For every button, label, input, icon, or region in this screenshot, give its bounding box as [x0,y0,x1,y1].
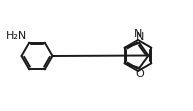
Text: N: N [134,29,142,39]
Text: H₂N: H₂N [6,31,27,41]
Text: N: N [135,32,144,42]
Text: O: O [135,69,144,79]
